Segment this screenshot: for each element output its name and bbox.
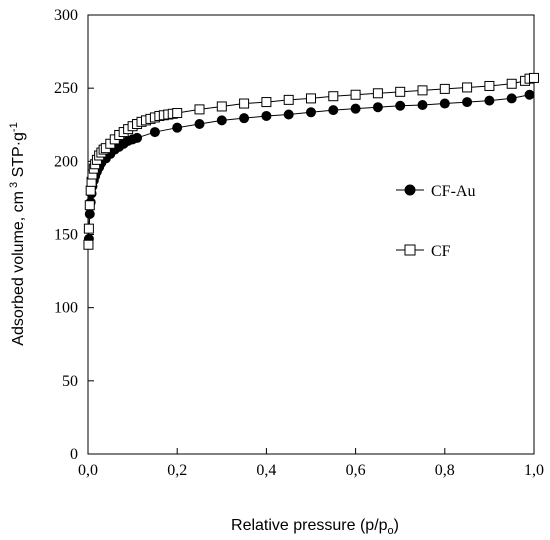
y-axis: 0 50 100 150 200 250 300	[54, 7, 94, 463]
y-tick-label: 300	[54, 7, 78, 24]
y-tick-label: 50	[62, 373, 78, 390]
x-tick-label: 1,0	[524, 462, 544, 479]
y-axis-title-main: Adsorbed volume, cm	[10, 191, 27, 346]
data-point-cf	[84, 200, 95, 211]
x-axis-title-end: )	[394, 517, 399, 534]
data-point-cf	[283, 94, 294, 105]
legend-item-cf: CF	[396, 243, 451, 260]
data-point-cf	[83, 239, 94, 250]
data-point-cf-au	[462, 97, 473, 108]
data-point-cf	[239, 98, 250, 109]
data-point-cf-au	[239, 113, 250, 124]
y-tick-label: 250	[54, 80, 78, 97]
data-point-cf-au	[216, 115, 227, 126]
legend-marker-cf-au	[404, 184, 416, 196]
y-tick-label: 150	[54, 227, 78, 244]
x-tick-label: 0,6	[346, 462, 366, 479]
data-point-cf-au	[350, 103, 361, 114]
y-tick-label: 0	[70, 446, 78, 463]
data-point-cf	[529, 72, 539, 83]
y-axis-title-sup-2: -1	[8, 122, 20, 132]
x-axis-title-subscript: o	[388, 525, 394, 537]
legend-marker-cf	[404, 244, 416, 256]
y-axis-title-sup-1: 3	[8, 182, 20, 188]
x-tick-label: 0,2	[167, 462, 187, 479]
data-point-cf-au	[372, 102, 383, 113]
data-point-cf-au	[194, 119, 205, 130]
x-tick-label: 0,8	[435, 462, 455, 479]
data-point-cf	[261, 97, 272, 108]
plot-frame	[87, 14, 535, 455]
data-point-cf	[506, 78, 517, 89]
x-axis: 0,0 0,2 0,4 0,6 0,8 1,0	[78, 448, 544, 479]
data-point-cf	[83, 223, 94, 234]
data-point-cf	[395, 86, 406, 97]
data-point-cf	[85, 185, 96, 196]
data-point-cf	[372, 88, 383, 99]
data-point-cf-au	[484, 95, 495, 106]
data-point-cf	[484, 80, 495, 91]
data-point-cf	[216, 101, 227, 112]
data-point-cf-au	[506, 93, 517, 104]
data-point-cf-au	[261, 110, 272, 121]
x-axis-title-main: Relative pressure (p/p	[231, 517, 388, 534]
data-point-cf-au	[306, 107, 316, 118]
y-axis-title: Adsorbed volume, cm 3 STP·g-1	[8, 122, 27, 345]
data-point-cf-au	[417, 99, 428, 110]
x-tick-label: 0,4	[256, 462, 276, 479]
data-point-cf	[439, 83, 450, 94]
data-point-cf-au	[283, 109, 294, 120]
data-point-cf	[328, 91, 339, 102]
legend-label-cf-au: CF-Au	[431, 183, 475, 200]
data-point-cf-au	[328, 105, 339, 116]
legend-item-cf-au: CF-Au	[396, 183, 475, 200]
y-axis-title-mid: STP·g	[10, 132, 27, 182]
plot-area	[83, 72, 539, 250]
data-point-cf	[350, 89, 361, 100]
x-tick-label: 0,0	[78, 462, 98, 479]
data-point-cf-au	[149, 127, 160, 138]
data-point-cf-au	[395, 100, 406, 111]
data-point-cf	[194, 104, 205, 115]
data-point-cf	[417, 85, 428, 96]
data-point-cf-au	[132, 132, 143, 143]
y-tick-label: 100	[54, 300, 78, 317]
legend-label-cf: CF	[431, 243, 451, 260]
data-point-cf-au	[172, 122, 183, 133]
data-point-cf	[306, 93, 316, 104]
y-tick-label: 200	[54, 153, 78, 170]
data-point-cf-au	[439, 98, 450, 109]
series-cf	[83, 72, 539, 250]
legend: CF-Au CF	[396, 183, 475, 260]
data-point-cf-au	[524, 89, 535, 100]
data-point-cf	[172, 108, 183, 119]
series-cf-au	[83, 89, 535, 249]
x-axis-title: Relative pressure (p/po)	[231, 517, 399, 537]
data-point-cf	[462, 82, 473, 93]
